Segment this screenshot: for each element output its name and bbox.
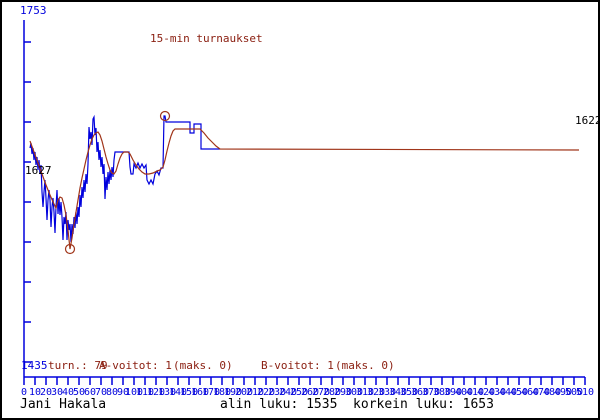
x-axis-tick-label: 300 [345,387,363,398]
x-axis-tick-label: 160 [191,387,209,398]
x-axis-tick-label: 460 [521,387,539,398]
chart-title: 15-min turnaukset [150,32,263,45]
current-value-label: 1622 [575,114,600,127]
x-axis-tick-label: 420 [477,387,495,398]
x-axis-tick-label: 400 [455,387,473,398]
x-axis-tick-label: 230 [268,387,286,398]
x-axis-tick-label: 90 [117,387,129,398]
a-wins-label: A-voitot: 1 [99,359,172,372]
x-axis-tick-label: 130 [158,387,176,398]
start-value-label: 1627 [25,164,52,177]
x-axis-tick-label: 250 [290,387,308,398]
trend-line [29,128,580,250]
x-axis-tick-label: 330 [378,387,396,398]
x-axis-tick-label: 370 [422,387,440,398]
y-axis-min-label: 1435 [21,359,48,372]
b-wins-label: B-voitot: 1 [261,359,334,372]
x-axis-tick-label: 410 [466,387,484,398]
x-axis-tick-label: 140 [169,387,187,398]
x-axis-tick-label: 80 [106,387,118,398]
player-name: Jani Hakala [20,397,107,412]
x-axis-tick-label: 40 [62,387,74,398]
x-axis-tick-label: 430 [488,387,506,398]
x-axis-tick-label: 70 [95,387,107,398]
y-axis-max-label: 1753 [20,4,47,17]
min-marker-circle [64,243,76,255]
x-axis-tick-label: 310 [356,387,374,398]
x-axis-tick-label: 0 [21,387,27,398]
b-wins-max-label: (maks. 0) [335,359,395,372]
x-axis-tick-label: 490 [554,387,572,398]
x-axis-tick-label: 350 [400,387,418,398]
x-axis-tick-label: 20 [40,387,52,398]
x-axis-tick-label: 50 [73,387,85,398]
x-axis-tick-label: 60 [84,387,96,398]
x-axis-tick-label: 30 [51,387,63,398]
x-axis-tick-label: 240 [279,387,297,398]
x-axis-tick-label: 470 [532,387,550,398]
x-axis-tick-label: 500 [565,387,583,398]
x-axis-tick-label: 440 [499,387,517,398]
x-axis-tick-label: 260 [301,387,319,398]
x-axis-tick-label: 170 [202,387,220,398]
x-axis-tick-label: 280 [323,387,341,398]
x-axis-tick-label: 220 [257,387,275,398]
x-axis-tick-label: 320 [367,387,385,398]
x-axis-tick-label: 510 [576,387,594,398]
x-axis-tick-label: 480 [543,387,561,398]
x-axis-tick-label: 210 [246,387,264,398]
x-axis-tick-label: 190 [224,387,242,398]
x-axis-tick-label: 110 [136,387,154,398]
a-wins-max-label: (maks. 0) [173,359,233,372]
x-axis-tick-label: 290 [334,387,352,398]
x-axis-tick-label: 270 [312,387,330,398]
x-axis-tick-label: 340 [389,387,407,398]
max-marker-circle [159,110,171,122]
min-max-summary: alin luku: 1535 korkein luku: 1653 [220,397,494,412]
x-axis-tick-label: 360 [411,387,429,398]
x-axis-tick-label: 10 [29,387,41,398]
x-axis-tick-label: 380 [433,387,451,398]
x-axis-tick-label: 450 [510,387,528,398]
rating-line [29,114,220,243]
x-axis-tick-label: 390 [444,387,462,398]
tournament-count-label: turn.: 79 [48,359,108,372]
x-axis-tick-label: 200 [235,387,253,398]
x-axis-tick-label: 120 [147,387,165,398]
x-axis-tick-label: 100 [125,387,143,398]
x-axis-tick-label: 150 [180,387,198,398]
x-axis-tick-label: 180 [213,387,231,398]
